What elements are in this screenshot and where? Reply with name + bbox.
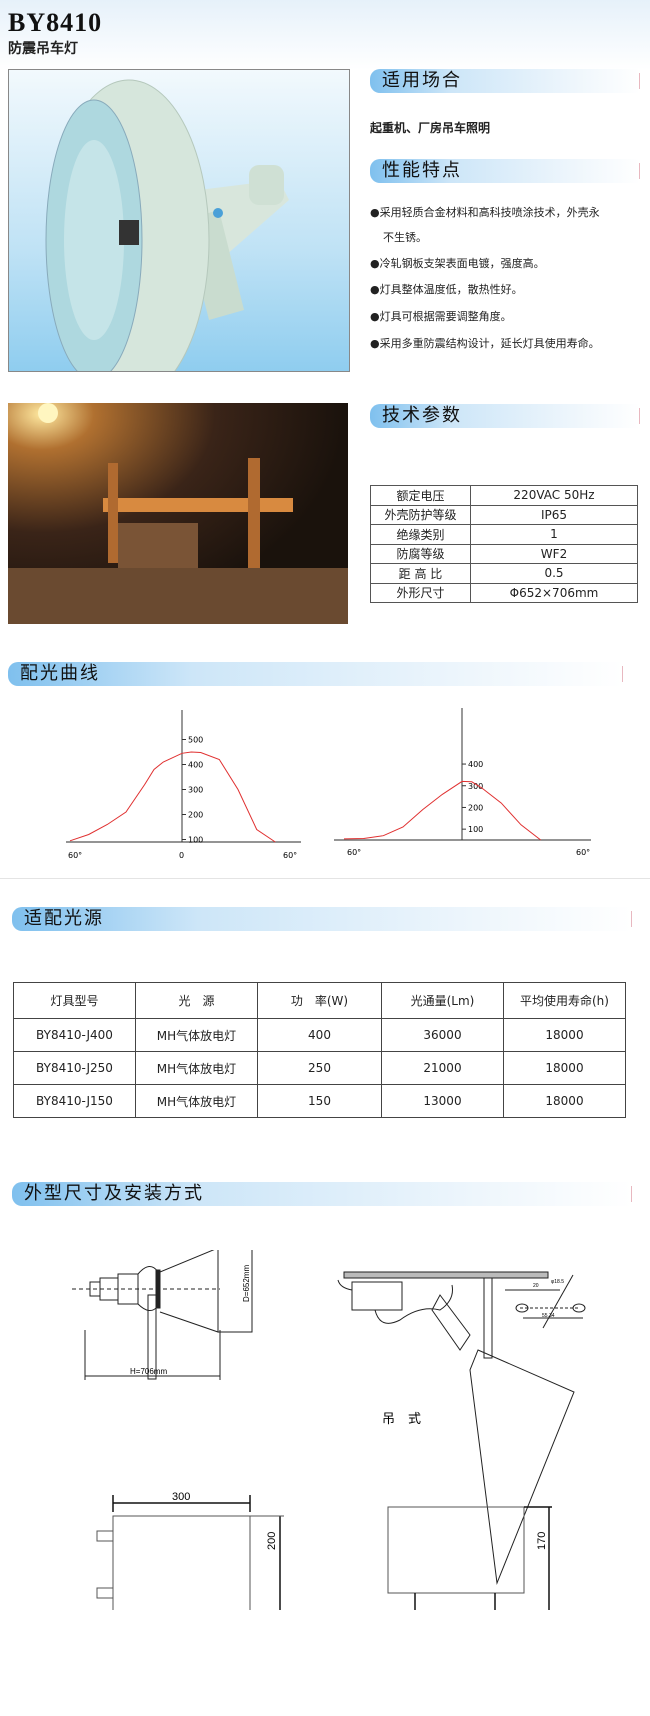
table-row: BY8410-J250 MH气体放电灯 250 21000 18000 [13, 1051, 626, 1085]
factory-photo [8, 403, 348, 624]
spec-table: 额定电压 220VAC 50Hz 外壳防护等级 IP65 绝缘类别 1 防腐等级 WF2… [370, 485, 638, 603]
y-tick-label: 100 [468, 825, 483, 834]
section-header-features: 性能特点 [370, 159, 640, 183]
section-header-dimensions: 外型尺寸及安装方式 [12, 1182, 632, 1206]
cell-power: 150 [257, 1084, 382, 1118]
column-header: 灯具型号 [13, 982, 136, 1019]
feature-item: ●灯具整体温度低，散热性好。 [370, 283, 523, 296]
y-tick-label: 300 [188, 786, 203, 795]
d-dimension-label: D=652mm [242, 1265, 251, 1302]
box-width-label: 300 [172, 1491, 190, 1503]
cell-flux: 13000 [381, 1084, 504, 1118]
feature-item: ●采用多重防震结构设计，延长灯具使用寿命。 [370, 337, 600, 350]
column-header: 光 源 [135, 982, 258, 1019]
cell-power: 400 [257, 1018, 382, 1052]
mount-dim-label: φ18.5 [551, 1279, 564, 1285]
y-tick-label: 300 [468, 782, 483, 791]
y-tick-label: 500 [188, 736, 203, 745]
x-tick-label: 60° [347, 848, 361, 857]
x-tick-label: 60° [283, 851, 297, 860]
x-tick-label: 60° [576, 848, 590, 857]
spec-value: IP65 [470, 504, 638, 525]
divider [0, 878, 650, 879]
cell-life: 18000 [503, 1018, 626, 1052]
cell-model: BY8410-J400 [13, 1018, 136, 1052]
cell-life: 18000 [503, 1084, 626, 1118]
dimension-drawings: H=706mm D=652mm 20 φ18.5 55.34 吊 式 300 2… [72, 1250, 586, 1610]
h-dimension-label: H=706mm [130, 1367, 167, 1376]
x-tick-label: 60° [68, 851, 82, 860]
y-tick-label: 200 [188, 811, 203, 820]
x-tick-label: 0 [179, 851, 184, 860]
cell-flux: 21000 [381, 1051, 504, 1085]
feature-item: ●采用轻质合金材料和高科技喷涂技术，外壳永 [370, 206, 600, 219]
mount-dim-label: 55.34 [542, 1313, 555, 1319]
chart-left: 60° 0 60° 500 400 300 200 100 [66, 710, 301, 860]
cell-model: BY8410-J250 [13, 1051, 136, 1085]
mount-type-label: 吊 式 [382, 1411, 421, 1426]
spec-row: 额定电压 220VAC 50Hz [370, 485, 638, 506]
light-source-table: 灯具型号 光 源 功 率(W) 光通量(Lm) 平均使用寿命(h) BY8410… [13, 982, 626, 1118]
intensity-curve [343, 780, 542, 841]
cell-source: MH气体放电灯 [135, 1051, 258, 1085]
applicable-text: 起重机、厂房吊车照明 [370, 121, 491, 135]
spec-value: 1 [470, 524, 638, 545]
spec-key: 防腐等级 [370, 543, 471, 564]
spec-row: 绝缘类别 1 [370, 524, 638, 545]
box-height-label: 170 [536, 1532, 548, 1550]
y-tick-label: 100 [188, 836, 203, 845]
y-tick-label: 200 [468, 803, 483, 812]
column-header: 光通量(Lm) [381, 982, 504, 1019]
product-photo [8, 69, 350, 372]
spec-value: 220VAC 50Hz [470, 485, 638, 506]
spec-key: 距 高 比 [370, 563, 471, 584]
cell-source: MH气体放电灯 [135, 1018, 258, 1052]
y-tick-label: 400 [188, 761, 203, 770]
cell-power: 250 [257, 1051, 382, 1085]
cell-source: MH气体放电灯 [135, 1084, 258, 1118]
header-background [0, 0, 650, 70]
section-header-params: 技术参数 [370, 404, 640, 428]
spec-row: 外壳防护等级 IP65 [370, 504, 638, 525]
spec-value: 0.5 [470, 563, 638, 584]
spec-key: 外形尺寸 [370, 582, 471, 603]
box-height-label: 200 [266, 1532, 278, 1550]
intensity-curve [69, 751, 276, 843]
cell-life: 18000 [503, 1051, 626, 1085]
ballast-box-side [387, 1506, 552, 1610]
spec-key: 额定电压 [370, 485, 471, 506]
section-header-curves: 配光曲线 [8, 662, 623, 686]
crane-scene-image [8, 403, 348, 624]
spec-row: 外形尺寸 Φ652×706mm [370, 582, 638, 603]
feature-item-cont: 不生锈。 [383, 231, 427, 244]
spec-value: WF2 [470, 543, 638, 564]
section-header-sources: 适配光源 [12, 907, 632, 931]
table-row: BY8410-J150 MH气体放电灯 150 13000 18000 [13, 1084, 626, 1118]
table-header-row: 灯具型号 光 源 功 率(W) 光通量(Lm) 平均使用寿命(h) [13, 982, 626, 1019]
product-title: BY8410 [8, 8, 103, 37]
spec-key: 绝缘类别 [370, 524, 471, 545]
spec-key: 外壳防护等级 [370, 504, 471, 525]
chart-right: 60° 60° 400 300 200 100 [334, 708, 591, 857]
spec-row: 距 高 比 0.5 [370, 563, 638, 584]
cell-model: BY8410-J150 [13, 1084, 136, 1118]
section-header-applicable: 适用场合 [370, 69, 640, 93]
side-view-drawing [72, 1250, 253, 1380]
feature-item: ●灯具可根据需要调整角度。 [370, 310, 512, 323]
hanging-mount-drawing [337, 1271, 586, 1585]
floodlight-image [45, 79, 289, 371]
ballast-box-front [96, 1495, 284, 1610]
mount-dim-label: 20 [533, 1283, 539, 1289]
y-tick-label: 400 [468, 760, 483, 769]
table-row: BY8410-J400 MH气体放电灯 400 36000 18000 [13, 1018, 626, 1052]
spec-row: 防腐等级 WF2 [370, 543, 638, 564]
product-subtitle: 防震吊车灯 [8, 41, 78, 57]
spec-value: Φ652×706mm [470, 582, 638, 603]
column-header: 平均使用寿命(h) [503, 982, 626, 1019]
cell-flux: 36000 [381, 1018, 504, 1052]
column-header: 功 率(W) [257, 982, 382, 1019]
light-distribution-charts: 60° 0 60° 500 400 300 200 100 60° 60° 400 300… [66, 708, 591, 860]
feature-item: ●冷轧钢板支架表面电镀，强度高。 [370, 257, 545, 270]
